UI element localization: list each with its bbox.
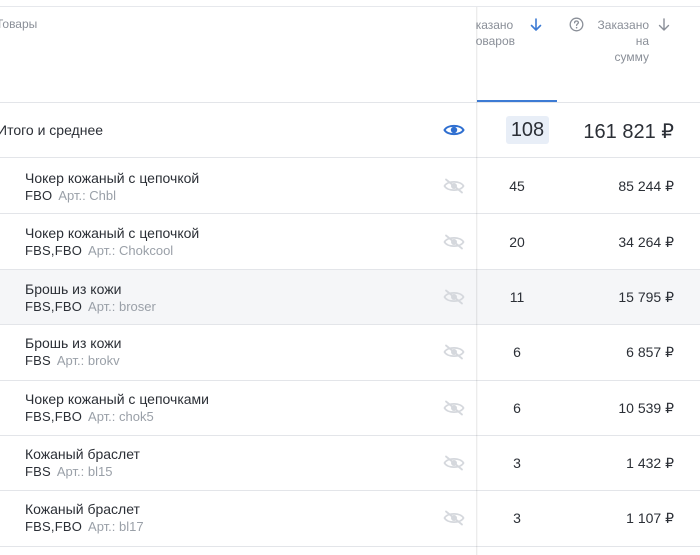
- ordered-qty: 11: [509, 289, 525, 305]
- eye-off-icon[interactable]: [443, 455, 465, 471]
- product-meta: FBO Арт.: Chbl: [25, 188, 116, 203]
- header-divider: [0, 102, 700, 103]
- ordered-qty: 45: [509, 178, 525, 194]
- eye-icon[interactable]: [443, 122, 465, 138]
- ordered-qty: 6: [513, 344, 521, 360]
- eye-off-icon[interactable]: [443, 234, 465, 250]
- ordered-sum: 1 107 ₽: [626, 510, 674, 526]
- total-qty: 108: [506, 116, 549, 144]
- product-name[interactable]: Чокер кожаный с цепочками: [25, 391, 209, 407]
- ordered-sum: 6 857 ₽: [626, 344, 674, 360]
- ordered-sum: 15 795 ₽: [618, 289, 674, 305]
- product-meta: FBS,FBO Арт.: bl17: [25, 519, 144, 534]
- eye-off-icon[interactable]: [443, 289, 465, 305]
- top-divider: [0, 6, 700, 7]
- fulfillment-tags: FBS,FBO: [25, 243, 83, 258]
- fulfillment-tags: FBS,FBO: [25, 409, 83, 424]
- help-circle-icon[interactable]: [569, 17, 584, 32]
- product-name[interactable]: Брошь из кожи: [25, 335, 122, 351]
- product-name[interactable]: Кожаный браслет: [25, 446, 140, 462]
- table-row[interactable]: Брошь из кожи FBS,FBO Арт.: broser 11 15 …: [0, 270, 700, 325]
- ordered-sum: 85 244 ₽: [618, 178, 674, 194]
- ordered-sum-column-header[interactable]: Заказано на сумму: [557, 7, 700, 102]
- product-article: Арт.: Chokcool: [88, 243, 174, 258]
- ordered-qty: 20: [509, 234, 525, 250]
- product-meta: FBS,FBO Арт.: Chokcool: [25, 243, 173, 258]
- total-sum: 161 821 ₽: [583, 121, 674, 143]
- eye-off-icon[interactable]: [443, 344, 465, 360]
- table-row[interactable]: Кожаный браслет FBS Арт.: bl15 3 1 432 ₽: [0, 436, 700, 491]
- table-row[interactable]: Кожаный браслет FBS,FBO Арт.: bl17 3 1 10…: [0, 491, 700, 547]
- fulfillment-tags: FBS,FBO: [25, 519, 83, 534]
- ordered-sum: 34 264 ₽: [618, 234, 674, 250]
- product-name[interactable]: Кожаный браслет: [25, 501, 140, 517]
- product-article: Арт.: broser: [88, 299, 156, 314]
- product-name[interactable]: Брошь из кожи: [25, 281, 122, 297]
- eye-off-icon[interactable]: [443, 400, 465, 416]
- table-row[interactable]: Брошь из кожи FBS Арт.: brokv 6 6 857 ₽: [0, 325, 700, 381]
- table-row[interactable]: Чокер кожаный с цепочкой FBS,FBO Арт.: Ch…: [0, 214, 700, 270]
- fulfillment-tags: FBO: [25, 188, 53, 203]
- total-row: Итого и среднее 108 161 821 ₽: [0, 103, 700, 158]
- eye-off-icon[interactable]: [443, 178, 465, 194]
- product-meta: FBS Арт.: brokv: [25, 353, 120, 368]
- ordered-qty: 3: [513, 510, 521, 526]
- active-sort-indicator: [477, 100, 557, 102]
- product-article: Арт.: chok5: [88, 409, 154, 424]
- ordered-qty-column-header[interactable]: казано оваров: [475, 7, 557, 102]
- product-article: Арт.: bl17: [88, 519, 144, 534]
- products-column-header[interactable]: Товары: [0, 17, 38, 31]
- frozen-column-shadow: [476, 7, 478, 555]
- sort-desc-arrow-icon[interactable]: [529, 17, 543, 33]
- product-article: Арт.: Chbl: [58, 188, 117, 203]
- ordered-qty: 3: [513, 455, 521, 471]
- product-article: Арт.: bl15: [56, 464, 113, 479]
- ordered-sum-header-label: Заказано на сумму: [597, 18, 649, 64]
- fulfillment-tags: FBS: [25, 353, 51, 368]
- product-meta: FBS,FBO Арт.: chok5: [25, 409, 154, 424]
- ordered-qty-header-label: казано оваров: [475, 18, 515, 48]
- product-article: Арт.: brokv: [56, 353, 120, 368]
- ordered-qty: 6: [513, 400, 521, 416]
- product-name[interactable]: Чокер кожаный с цепочкой: [25, 170, 200, 186]
- product-meta: FBS,FBO Арт.: broser: [25, 299, 156, 314]
- ordered-sum: 10 539 ₽: [618, 400, 674, 416]
- product-meta: FBS Арт.: bl15: [25, 464, 112, 479]
- sort-arrow-icon[interactable]: [657, 17, 671, 33]
- table-row[interactable]: Чокер кожаный с цепочками FBS,FBO Арт.: c…: [0, 381, 700, 436]
- fulfillment-tags: FBS: [25, 464, 51, 479]
- ordered-sum: 1 432 ₽: [626, 455, 674, 471]
- fulfillment-tags: FBS,FBO: [25, 299, 83, 314]
- product-name[interactable]: Чокер кожаный с цепочкой: [25, 225, 200, 241]
- table-row[interactable]: Чокер кожаный с цепочкой FBO Арт.: Chbl 4…: [0, 158, 700, 214]
- total-label: Итого и среднее: [0, 122, 104, 138]
- eye-off-icon[interactable]: [443, 510, 465, 526]
